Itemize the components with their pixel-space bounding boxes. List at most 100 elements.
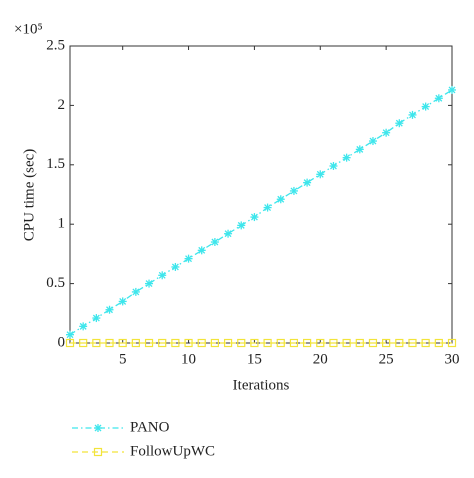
marker-stroke xyxy=(422,103,430,111)
marker-stroke xyxy=(395,119,403,127)
marker xyxy=(79,338,88,348)
marker xyxy=(171,262,180,271)
marker-stroke xyxy=(382,129,390,137)
marker xyxy=(197,246,206,255)
marker-stroke xyxy=(316,170,324,178)
marker xyxy=(118,338,127,348)
marker xyxy=(448,85,456,94)
marker xyxy=(408,110,417,119)
marker xyxy=(66,330,74,339)
marker xyxy=(184,254,193,263)
y-tick-label: 0 xyxy=(58,334,66,350)
marker-stroke xyxy=(224,230,232,238)
marker-stroke xyxy=(92,314,100,322)
marker xyxy=(131,287,140,296)
marker-stroke xyxy=(369,137,377,145)
y-axis-label: CPU time (sec) xyxy=(21,149,37,241)
series-line xyxy=(69,89,453,336)
marker xyxy=(223,338,233,348)
marker-stroke xyxy=(290,187,298,195)
x-tick-label: 20 xyxy=(313,351,328,367)
marker xyxy=(158,271,167,280)
marker-stroke xyxy=(79,322,87,330)
marker-stroke xyxy=(250,213,258,221)
marker xyxy=(408,338,417,348)
marker xyxy=(79,322,88,331)
marker xyxy=(105,305,114,314)
marker-stroke xyxy=(132,288,140,296)
marker-stroke xyxy=(66,331,74,339)
x-axis-label: Iterations xyxy=(233,377,290,393)
marker-stroke xyxy=(211,238,219,246)
marker xyxy=(434,338,443,348)
marker-stroke xyxy=(343,154,351,162)
marker-stroke xyxy=(303,179,311,187)
marker xyxy=(184,338,193,348)
marker xyxy=(303,338,312,348)
marker xyxy=(342,338,351,348)
marker-stroke xyxy=(198,246,206,254)
marker xyxy=(197,338,206,348)
marker xyxy=(158,338,167,348)
marker xyxy=(276,338,285,348)
y-tick-label: 2 xyxy=(58,97,66,113)
marker xyxy=(224,229,233,238)
marker xyxy=(94,424,102,432)
marker xyxy=(131,338,140,348)
marker-stroke xyxy=(106,306,113,314)
marker xyxy=(395,119,404,128)
marker-stroke xyxy=(158,271,166,279)
legend-label: PANO xyxy=(130,419,170,435)
marker xyxy=(92,314,101,323)
marker xyxy=(144,338,154,348)
marker-stroke xyxy=(171,263,179,271)
marker xyxy=(250,213,259,222)
marker xyxy=(421,338,430,348)
marker xyxy=(65,338,75,348)
marker xyxy=(289,338,299,348)
y-tick-label: 1.5 xyxy=(46,156,65,172)
y-tick-label: 1 xyxy=(58,216,66,232)
marker xyxy=(355,145,364,154)
marker xyxy=(276,195,285,204)
marker-stroke xyxy=(237,221,245,229)
marker-stroke xyxy=(448,86,456,94)
marker xyxy=(395,338,404,348)
marker-stroke xyxy=(277,195,285,203)
marker-stroke xyxy=(185,255,193,263)
legend-label: FollowUpWC xyxy=(130,443,215,459)
x-tick-label: 30 xyxy=(445,351,460,367)
marker xyxy=(289,186,298,195)
marker xyxy=(316,338,325,348)
marker xyxy=(355,338,364,348)
marker xyxy=(382,338,391,348)
x-tick-label: 10 xyxy=(181,351,196,367)
marker-stroke xyxy=(356,145,364,153)
marker-stroke xyxy=(119,297,127,305)
marker xyxy=(316,170,325,179)
marker-stroke xyxy=(329,162,337,170)
marker xyxy=(329,338,338,348)
marker-stroke xyxy=(409,111,416,119)
x-tick-label: 15 xyxy=(247,351,262,367)
marker-stroke xyxy=(435,94,443,102)
marker xyxy=(118,297,127,306)
marker xyxy=(237,221,246,230)
y-tick-label: 2.5 xyxy=(46,37,65,53)
marker xyxy=(263,338,272,348)
marker xyxy=(342,153,351,162)
marker xyxy=(171,338,180,348)
marker xyxy=(92,338,101,348)
marker xyxy=(329,161,338,170)
y-tick-label: 0.5 xyxy=(46,275,65,291)
marker xyxy=(447,338,457,348)
marker xyxy=(368,338,378,348)
marker xyxy=(250,338,259,348)
x-tick-label: 5 xyxy=(119,351,127,367)
marker xyxy=(263,203,272,212)
marker xyxy=(434,94,443,103)
marker-stroke xyxy=(94,424,102,432)
marker xyxy=(368,137,377,146)
x-tick-label: 25 xyxy=(379,351,394,367)
